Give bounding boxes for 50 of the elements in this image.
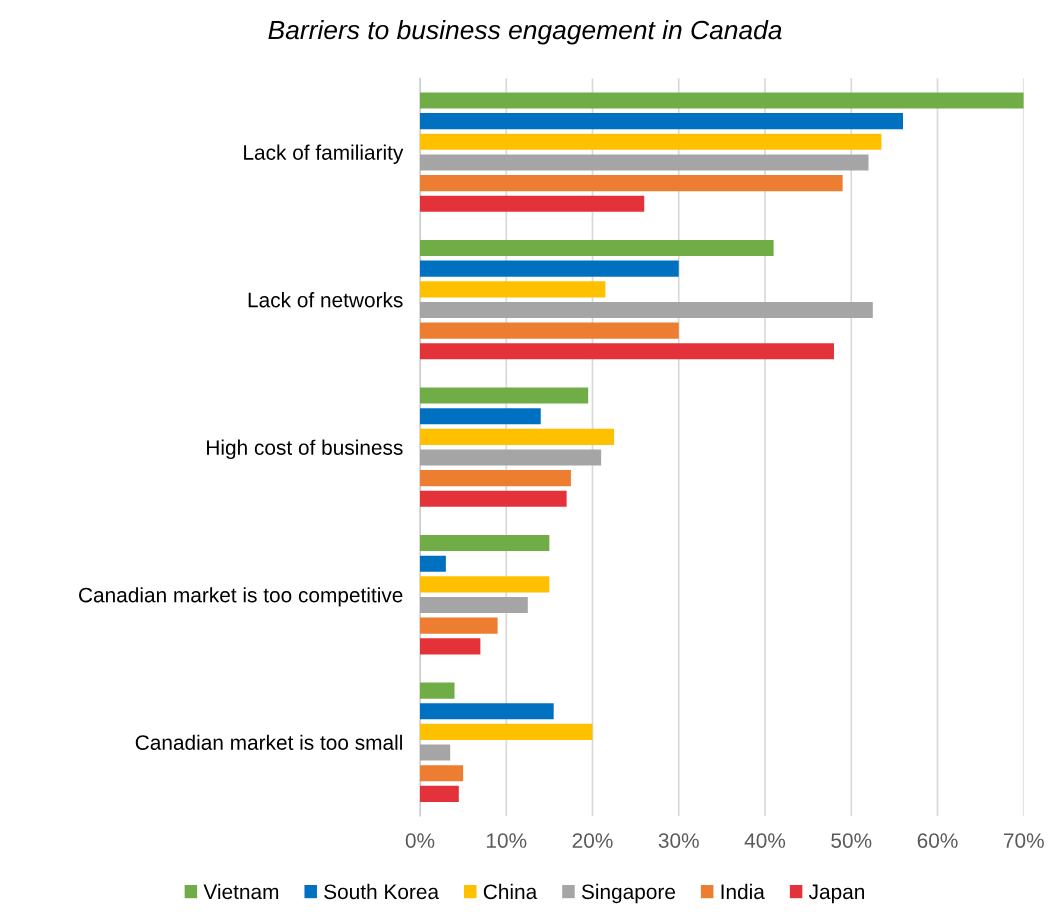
bar bbox=[420, 154, 869, 171]
bar bbox=[420, 260, 679, 277]
bar bbox=[420, 470, 571, 487]
bar bbox=[420, 535, 550, 552]
bar bbox=[420, 449, 602, 466]
bar bbox=[420, 765, 464, 782]
y-tick-label: Canadian market is too competitive bbox=[79, 587, 403, 607]
legend-label: China bbox=[483, 883, 538, 900]
bar bbox=[420, 596, 528, 614]
legend-label: India bbox=[721, 883, 765, 900]
bar bbox=[420, 723, 593, 740]
bar bbox=[420, 133, 882, 150]
bar bbox=[420, 387, 589, 404]
x-tick-label: 30% bbox=[658, 833, 699, 848]
bar bbox=[420, 239, 774, 257]
bar bbox=[420, 617, 498, 634]
bar bbox=[420, 175, 843, 192]
bar bbox=[420, 555, 446, 572]
bar bbox=[420, 576, 550, 593]
legend-label: Japan bbox=[808, 884, 865, 904]
bar bbox=[420, 638, 481, 655]
bar bbox=[420, 343, 834, 360]
bar bbox=[420, 281, 606, 298]
bar bbox=[420, 322, 679, 339]
bar bbox=[420, 113, 903, 130]
bar bbox=[420, 428, 615, 445]
bar bbox=[420, 744, 451, 761]
bar bbox=[420, 301, 873, 319]
legend-label: South Korea bbox=[324, 883, 440, 900]
legend-label: Vietnam bbox=[203, 883, 279, 900]
x-tick-label: 20% bbox=[572, 833, 613, 848]
chart-title: Barriers to business engagement in Canada bbox=[268, 19, 782, 45]
x-tick-label: 40% bbox=[744, 833, 786, 848]
x-tick-label: 70% bbox=[1003, 833, 1044, 848]
legend-label: Singapore bbox=[581, 883, 676, 904]
bar bbox=[420, 408, 541, 425]
bar bbox=[420, 92, 1024, 109]
x-tick-label: 10% bbox=[486, 833, 527, 848]
bar bbox=[420, 703, 554, 720]
bar bbox=[420, 682, 455, 699]
y-tick-label: High cost of business bbox=[207, 439, 403, 460]
bar bbox=[420, 490, 567, 507]
y-tick-label: Lack of familiarity bbox=[244, 144, 404, 164]
bar bbox=[420, 195, 645, 212]
y-tick-label: Lack of networks bbox=[248, 292, 403, 308]
x-tick-label: 50% bbox=[831, 833, 872, 848]
y-tick-label: Canadian market is too small bbox=[135, 734, 402, 750]
bar bbox=[420, 785, 459, 802]
x-tick-label: 0% bbox=[405, 833, 435, 848]
x-tick-label: 60% bbox=[917, 833, 958, 848]
